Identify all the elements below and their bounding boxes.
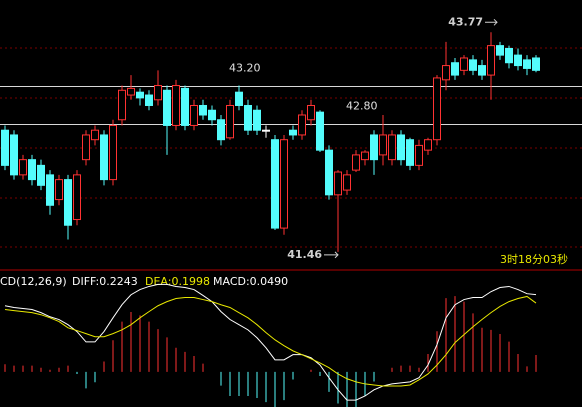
candle-body bbox=[253, 109, 261, 131]
candle-body bbox=[199, 104, 207, 116]
candle-body bbox=[190, 104, 198, 126]
candle-body bbox=[289, 129, 297, 136]
macd-title: CD(12,26,9) bbox=[0, 275, 67, 288]
candle-body bbox=[154, 85, 162, 101]
candle-body bbox=[343, 174, 351, 191]
candle-body bbox=[469, 59, 477, 71]
candle-body bbox=[208, 109, 216, 121]
candle-body bbox=[244, 104, 252, 131]
candle-body bbox=[136, 91, 144, 99]
candle-body bbox=[271, 139, 279, 229]
timer: 3时18分03秒 bbox=[500, 252, 568, 266]
candle-body bbox=[460, 57, 468, 71]
candle-body bbox=[298, 114, 306, 136]
candle-body bbox=[334, 171, 342, 196]
candle-body bbox=[415, 144, 423, 166]
candle-body bbox=[352, 154, 360, 171]
candle-body bbox=[217, 119, 225, 141]
candle-body bbox=[100, 134, 108, 181]
candle-body bbox=[514, 54, 522, 67]
candle-body bbox=[82, 134, 90, 161]
min-arrow bbox=[324, 251, 339, 259]
candle-body bbox=[235, 91, 243, 106]
candle-body bbox=[28, 159, 36, 181]
candle-body bbox=[451, 62, 459, 76]
candle-body bbox=[433, 77, 441, 141]
candle-body bbox=[73, 174, 81, 221]
reference-label: 42.80 bbox=[346, 99, 378, 112]
candle-body bbox=[127, 87, 135, 96]
candle-body bbox=[496, 45, 504, 56]
max-label: 43.77 bbox=[448, 15, 483, 28]
candle-body bbox=[397, 134, 405, 161]
candle-body bbox=[424, 139, 432, 151]
candle-body bbox=[478, 65, 486, 76]
candle-body bbox=[46, 174, 54, 206]
candle-body bbox=[1, 129, 9, 166]
candle-body bbox=[487, 45, 495, 76]
candle-body bbox=[388, 134, 396, 161]
candle-body bbox=[325, 149, 333, 196]
reference-label: 43.20 bbox=[229, 61, 261, 74]
candle-body bbox=[145, 94, 153, 106]
candle-body bbox=[64, 179, 72, 226]
diff-line bbox=[4, 283, 537, 401]
dea-label: DEA:0.1998 bbox=[145, 275, 210, 288]
dea-line bbox=[4, 295, 537, 387]
candle-body bbox=[37, 164, 45, 186]
candle-body bbox=[379, 134, 387, 156]
diff-label: DIFF:0.2243 bbox=[72, 275, 138, 288]
min-label: 41.46 bbox=[287, 248, 322, 261]
candle-body bbox=[406, 139, 414, 166]
max-arrow bbox=[485, 18, 498, 26]
candle-body bbox=[505, 47, 513, 64]
candle-body bbox=[19, 159, 27, 176]
candle-body bbox=[181, 87, 189, 126]
candle-body bbox=[532, 57, 540, 71]
candle-body bbox=[91, 129, 99, 141]
candle-body bbox=[262, 129, 270, 132]
candle-body bbox=[226, 104, 234, 139]
candle-body bbox=[370, 134, 378, 161]
macd-label: MACD:0.0490 bbox=[213, 275, 288, 288]
candle-body bbox=[55, 179, 63, 201]
candle-body bbox=[523, 59, 531, 69]
candle-body bbox=[316, 111, 324, 151]
candle-body bbox=[163, 89, 171, 126]
candle-body bbox=[10, 134, 18, 176]
candle-body bbox=[118, 89, 126, 121]
candle-body bbox=[109, 124, 117, 181]
candle-body bbox=[442, 65, 450, 81]
candle-body bbox=[172, 85, 180, 126]
candle-body bbox=[307, 104, 315, 121]
candle-body bbox=[361, 151, 369, 161]
candle-body bbox=[280, 139, 288, 229]
